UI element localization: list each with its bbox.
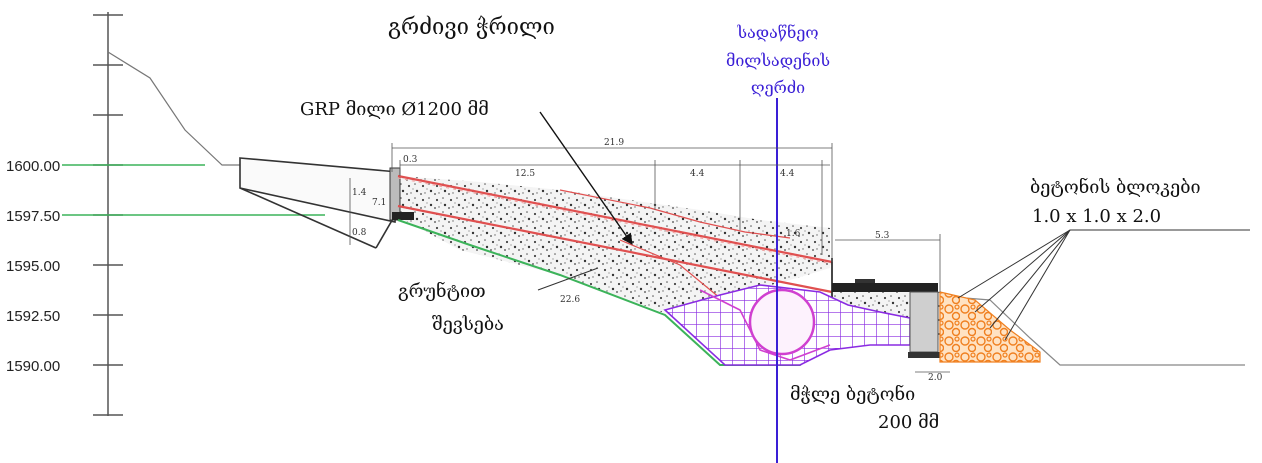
lean-concrete-label-line2: 200 მმ	[878, 412, 939, 433]
axis-label-line3: ღერძი	[751, 78, 805, 97]
pipe-leader-arrow	[539, 111, 633, 245]
dimension-label: 0.8	[352, 228, 367, 238]
elevation-label: 1597.50	[6, 208, 60, 225]
embankment-outline	[559, 189, 791, 239]
dimension-label: 21.9	[604, 138, 624, 148]
dimension-label: 4.4	[780, 169, 795, 179]
intake-structure	[239, 157, 414, 249]
elevation-label: 1595.00	[6, 258, 60, 275]
dimension-label: 12.5	[515, 169, 535, 179]
existing-ground-line	[939, 295, 1245, 366]
dimension-label: 1.4	[352, 188, 367, 198]
elevation-scale	[93, 12, 123, 416]
dimension-label: 5.3	[875, 231, 890, 241]
backfill-zone	[395, 176, 830, 315]
backfill-label-line1: გრუნტით	[398, 280, 486, 302]
concrete-blocks	[939, 291, 1041, 363]
blocks-label-line1: ბეტონის ბლოკები	[1030, 176, 1201, 198]
dimension-label: 2.0	[928, 373, 943, 383]
drawing-title: გრძივი ჭრილი	[388, 15, 555, 40]
dimension-label: 4.4	[690, 169, 705, 179]
dimension-label: 7.1	[372, 198, 386, 208]
elevation-label: 1592.50	[6, 308, 60, 325]
outlet-structure	[832, 279, 954, 358]
lean-concrete-label-line1: მჭლე ბეტონი	[790, 383, 915, 405]
pipe-label: GRP მილი Ø1200 მმ	[300, 99, 489, 120]
elevation-label: 1600.00	[6, 158, 60, 175]
blocks-leader-lines	[957, 229, 1250, 341]
axis-label-line1: სადაწნეო	[736, 23, 818, 42]
blocks-label-line2: 1.0 x 1.0 x 2.0	[1032, 206, 1161, 227]
encasement-outline	[699, 289, 831, 361]
dimension-label: 1.6	[786, 229, 801, 239]
crossing-pipe-section	[748, 288, 816, 356]
elevation-label: 1590.00	[6, 358, 60, 375]
axis-label-line2: მილსადენის	[726, 51, 830, 70]
backfill-label-line2: შევსება	[432, 314, 504, 335]
backfill-leader	[537, 267, 599, 291]
dimension-label: 22.6	[560, 295, 580, 305]
dimension-lines	[349, 143, 950, 373]
dimension-label: 0.3	[403, 155, 418, 165]
